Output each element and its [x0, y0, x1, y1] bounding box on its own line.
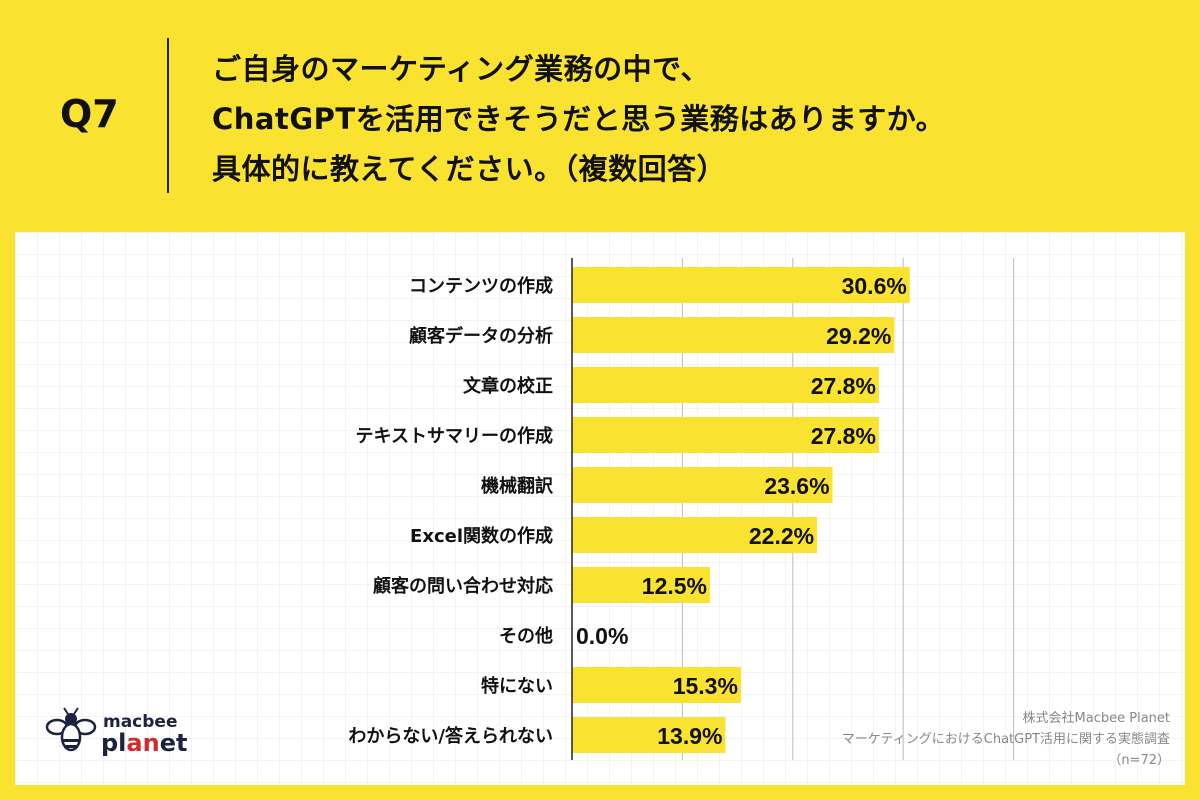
category-label: テキストサマリーの作成	[356, 425, 553, 447]
source-note: 株式会社Macbee Planet マーケティングにおけるChatGPT活用に関…	[842, 708, 1170, 771]
category-label: 文章の校正	[463, 375, 553, 397]
data-label: 15.3%	[673, 673, 738, 699]
category-label: 顧客の問い合わせ対応	[373, 575, 553, 597]
category-label: Excel関数の作成	[410, 525, 553, 547]
category-label: コンテンツの作成	[409, 275, 553, 297]
bar	[572, 367, 879, 403]
data-label: 27.8%	[811, 373, 876, 399]
question-number: Q7	[60, 92, 119, 136]
data-label: 29.2%	[826, 323, 891, 349]
svg-text:planet: planet	[101, 729, 187, 757]
source-survey: マーケティングにおけるChatGPT活用に関する実態調査	[841, 732, 1170, 747]
macbee-planet-logo: macbee planet	[45, 705, 205, 760]
bar	[572, 667, 741, 703]
bar	[572, 317, 895, 353]
divider	[167, 38, 169, 193]
data-label: 22.2%	[749, 523, 814, 549]
data-label: 0.0%	[576, 623, 628, 649]
bar	[572, 517, 818, 553]
bar	[572, 467, 833, 503]
category-label: わからない/答えられない	[348, 725, 553, 747]
bar	[572, 567, 710, 603]
bar	[572, 267, 910, 303]
category-label: 特にない	[481, 675, 553, 697]
data-label: 30.6%	[842, 273, 907, 299]
data-label: 23.6%	[764, 473, 829, 499]
category-label: その他	[499, 625, 553, 647]
title-line: ChatGPTを活用できそうだと思う業務はありますか。	[212, 102, 946, 136]
title-line: ご自身のマーケティング業務の中で、	[212, 52, 711, 86]
bee-icon: macbee planet	[45, 707, 187, 757]
source-company: 株式会社Macbee Planet	[1022, 711, 1170, 726]
category-label: 機械翻訳	[481, 475, 554, 497]
data-label: 12.5%	[642, 573, 707, 599]
category-label: 顧客データの分析	[409, 325, 553, 347]
question-title: ご自身のマーケティング業務の中で、 ChatGPTを活用できそうだと思う業務はあ…	[212, 44, 945, 194]
title-line: 具体的に教えてください。（複数回答）	[212, 152, 727, 186]
data-label: 13.9%	[657, 723, 722, 749]
bar	[572, 717, 726, 753]
sample-size: （n=72）	[1108, 753, 1170, 768]
data-label: 27.8%	[811, 423, 876, 449]
svg-text:macbee: macbee	[103, 712, 178, 732]
bar	[572, 417, 879, 453]
